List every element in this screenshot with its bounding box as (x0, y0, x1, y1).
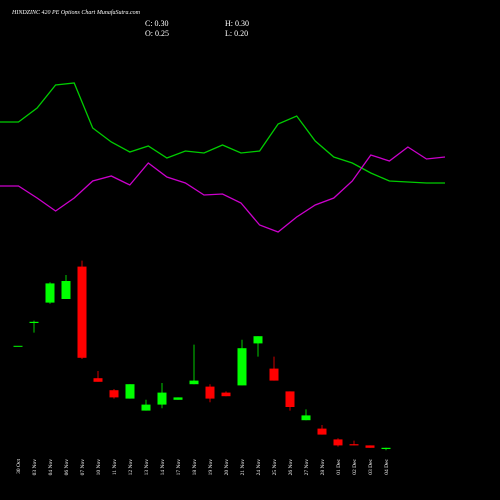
ohlc-low: L: 0.20 (225, 29, 248, 38)
candle-body (93, 378, 103, 382)
x-tick-label: 10 Nov (96, 459, 102, 476)
candle-body (125, 384, 135, 399)
candle-body (253, 336, 263, 344)
x-tick-label: 01 Dec (336, 458, 342, 474)
x-tick-label: 30 Oct (16, 459, 22, 474)
x-tick-label: 06 Nov (64, 459, 70, 476)
x-tick-label: 07 Nov (80, 459, 86, 476)
x-tick-label: 20 Nov (224, 459, 230, 476)
candle-body (317, 428, 327, 435)
candle-body (189, 380, 199, 385)
candle-body (221, 392, 231, 397)
candle-body (173, 397, 183, 400)
candle-body (157, 392, 167, 405)
x-tick-label: 18 Nov (192, 459, 198, 476)
x-tick-label: 04 Dec (384, 458, 390, 474)
candle-body (13, 345, 23, 347)
x-tick-label: 28 Nov (320, 459, 326, 476)
candle-body (61, 281, 71, 299)
candle-body (269, 368, 279, 381)
x-tick-label: 26 Nov (288, 459, 294, 476)
x-tick-label: 13 Nov (144, 459, 150, 476)
ohlc-close: C: 0.30 (145, 19, 169, 28)
candle-body (109, 390, 119, 398)
ohlc-open: O: 0.25 (145, 29, 169, 38)
candle-body (237, 348, 247, 386)
x-tick-label: 11 Nov (112, 459, 118, 475)
candle-body (29, 321, 39, 323)
x-tick-label: 03 Dec (368, 458, 374, 474)
candle-body (349, 444, 359, 446)
candle-body (205, 386, 215, 399)
candle-body (333, 439, 343, 446)
x-tick-label: 19 Nov (208, 459, 214, 476)
candle-body (141, 404, 151, 411)
x-tick-label: 17 Nov (176, 459, 182, 476)
candle-body (285, 391, 295, 407)
candle-body (301, 415, 311, 421)
x-tick-label: 04 Nov (48, 459, 54, 476)
x-tick-label: 24 Nov (256, 459, 262, 476)
candle-body (381, 447, 391, 449)
x-tick-label: 12 Nov (128, 459, 134, 476)
ohlc-high: H: 0.30 (225, 19, 249, 28)
x-tick-label: 21 Nov (240, 459, 246, 476)
candle-body (77, 266, 87, 358)
indicator-line (0, 82, 445, 184)
candle-body (365, 445, 375, 448)
x-tick-label: 27 Nov (304, 459, 310, 476)
x-tick-label: 02 Dec (352, 458, 358, 474)
x-tick-label: 25 Nov (272, 459, 278, 476)
chart-title: HINDZINC 420 PE Options Chart MunafaSutr… (11, 9, 141, 16)
indicator-line (0, 146, 446, 233)
candle-body (45, 283, 55, 303)
x-tick-label: 03 Nov (32, 459, 38, 476)
x-tick-label: 14 Nov (160, 459, 166, 476)
